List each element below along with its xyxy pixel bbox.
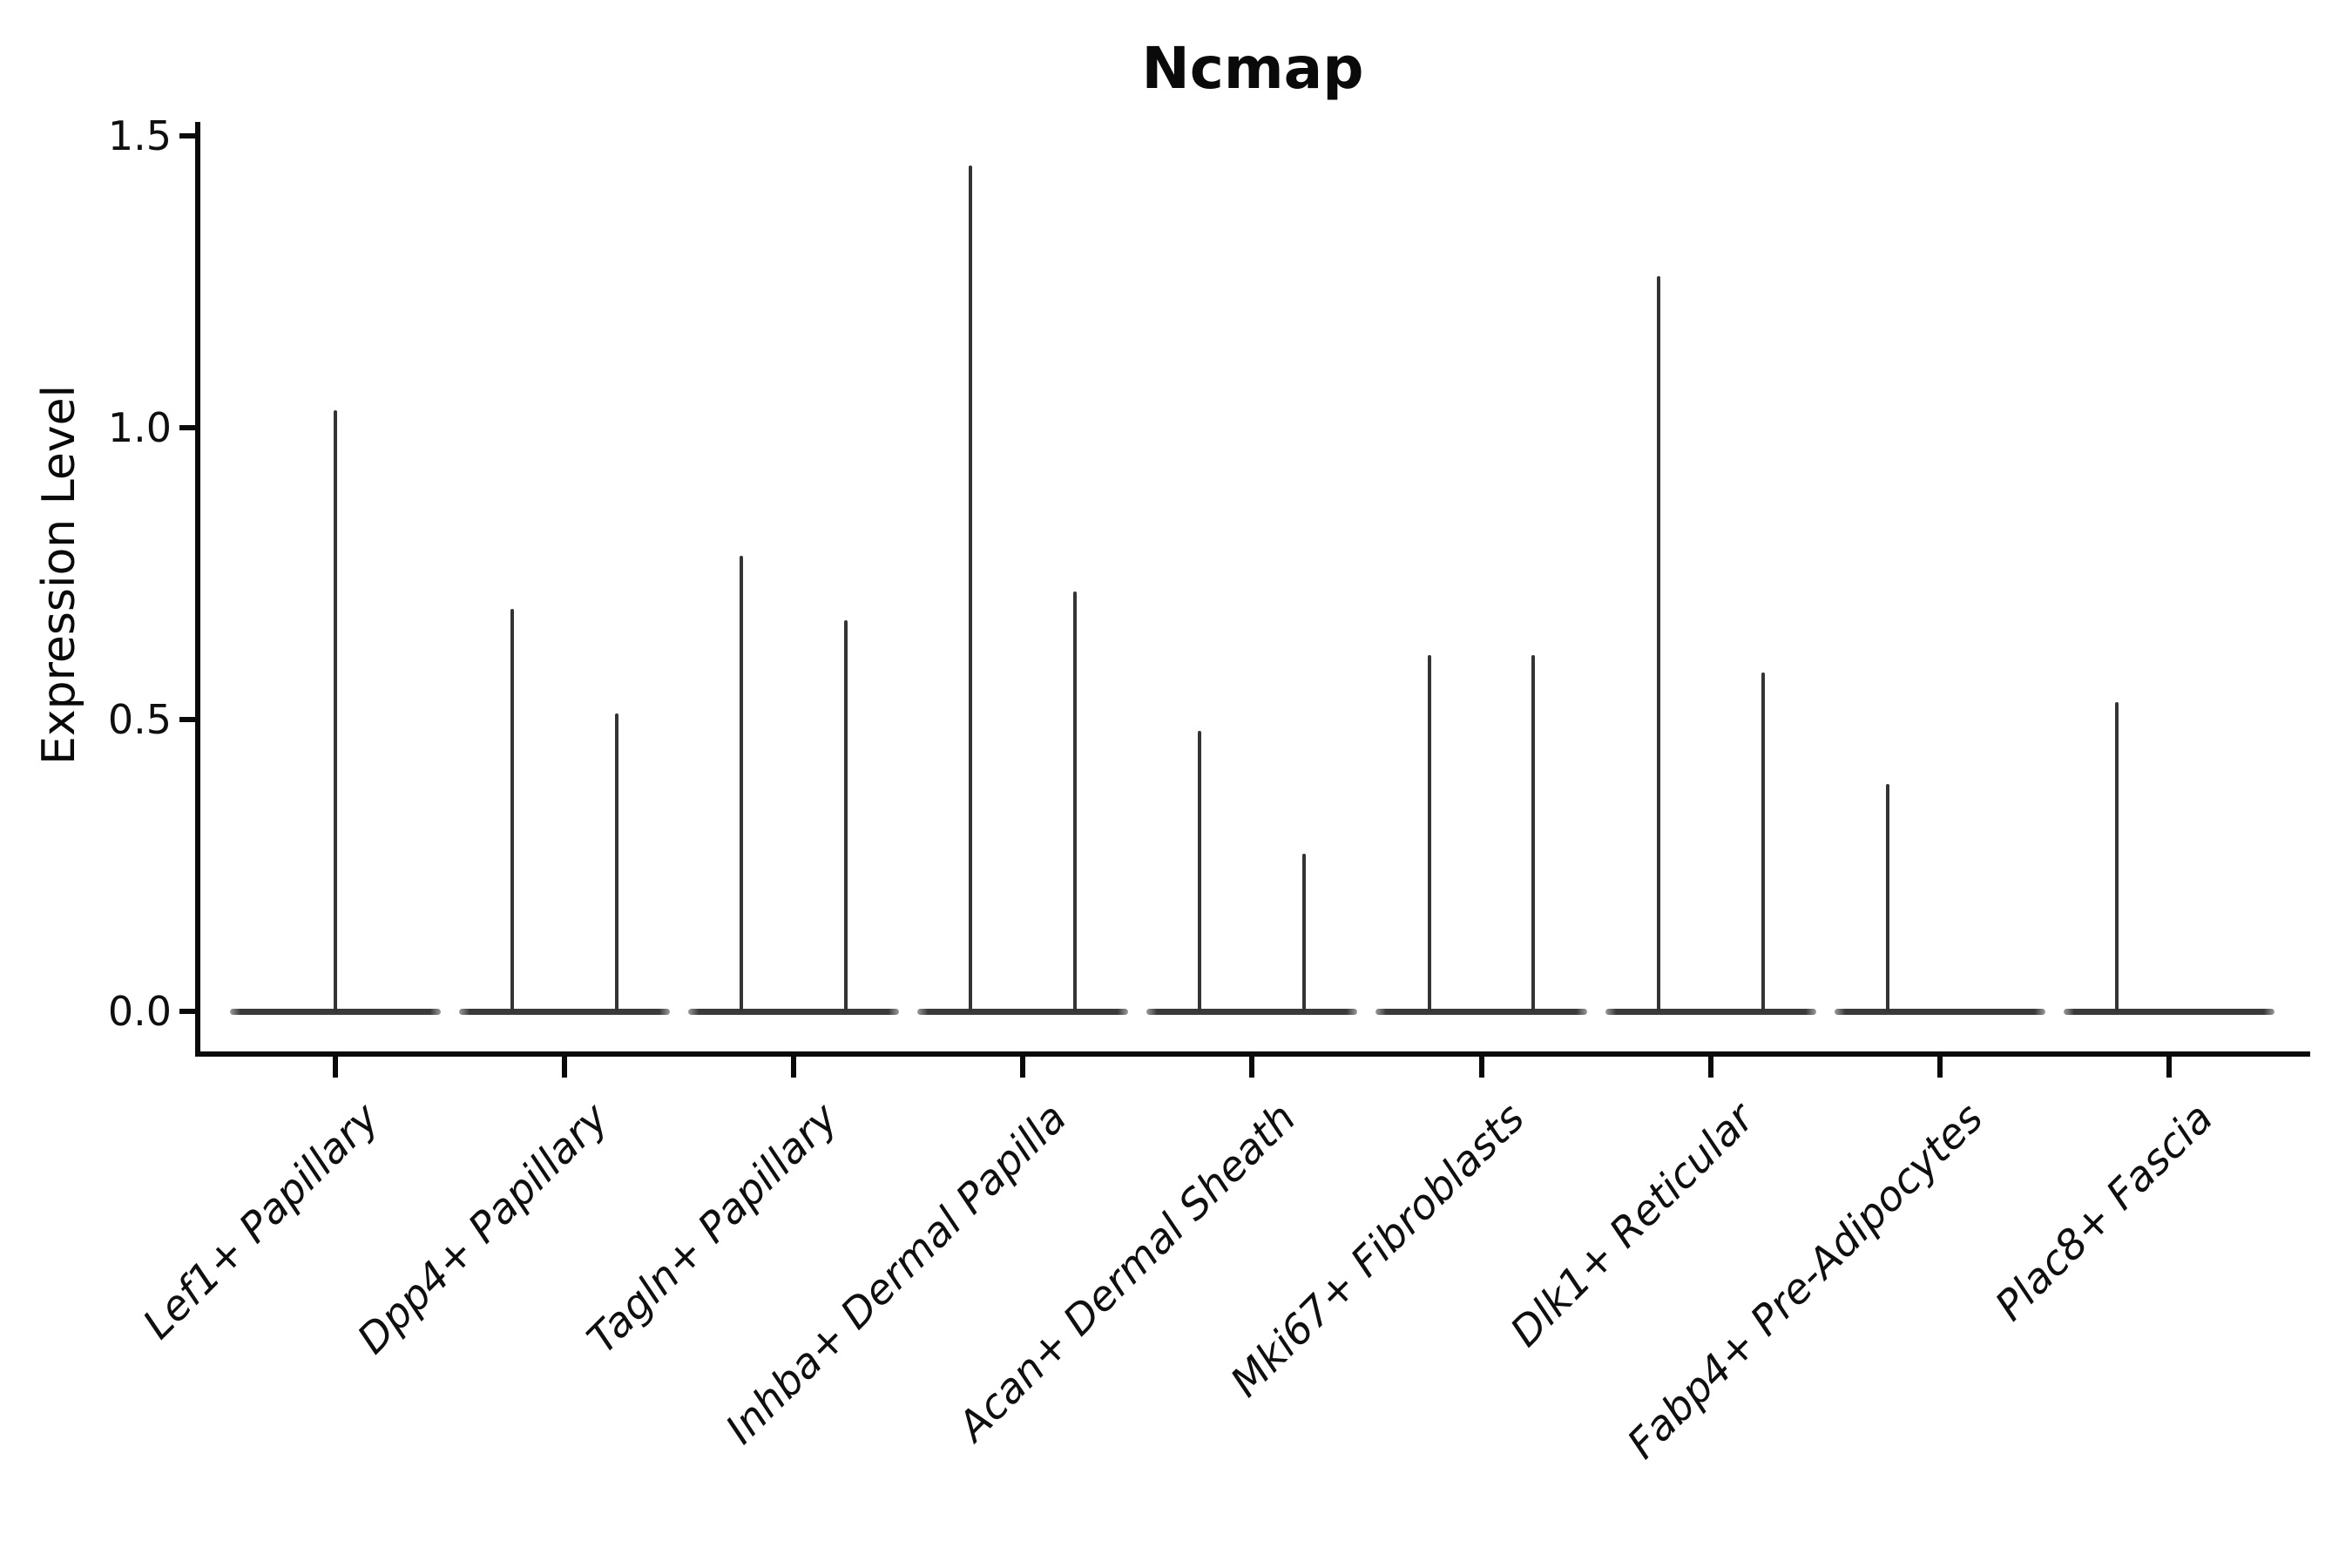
violin-spike bbox=[1761, 672, 1765, 1011]
violin-spike bbox=[1656, 275, 1660, 1011]
y-tick-label: 0.0 bbox=[107, 988, 172, 1035]
x-tick-label: Lef1+ Papillary bbox=[133, 1094, 389, 1349]
violin-base bbox=[229, 1009, 442, 1015]
violin-spike bbox=[1198, 731, 1202, 1011]
violin-base bbox=[1834, 1009, 2045, 1015]
violin-base bbox=[1605, 1009, 1816, 1015]
y-tick bbox=[179, 133, 196, 139]
violin-spike bbox=[510, 608, 515, 1011]
violin-spike bbox=[844, 620, 848, 1011]
x-tick bbox=[333, 1057, 338, 1078]
violin-spike bbox=[1427, 655, 1431, 1011]
y-axis-spine bbox=[195, 122, 200, 1056]
violin-base bbox=[1146, 1009, 1358, 1015]
x-tick bbox=[562, 1057, 568, 1078]
y-tick bbox=[179, 425, 196, 430]
violin-spike bbox=[969, 165, 973, 1011]
x-tick bbox=[1020, 1057, 1026, 1078]
x-tick-label: Tagln+ Papillary bbox=[578, 1094, 848, 1363]
violin-base bbox=[917, 1009, 1129, 1015]
x-tick bbox=[1707, 1057, 1713, 1078]
y-tick-label: 1.5 bbox=[107, 112, 172, 159]
x-tick bbox=[1936, 1057, 1943, 1078]
violin-spike bbox=[740, 556, 744, 1011]
violin-spike bbox=[1531, 655, 1536, 1011]
violin-spike bbox=[1885, 783, 1889, 1011]
violin-spike bbox=[1302, 854, 1307, 1011]
y-tick bbox=[179, 717, 196, 722]
violin-base bbox=[688, 1009, 900, 1015]
chart-title: Ncmap bbox=[1141, 35, 1364, 102]
violin-spike bbox=[1073, 591, 1078, 1011]
violin-spike bbox=[2114, 701, 2119, 1011]
x-axis-spine bbox=[195, 1051, 2310, 1057]
violin-base bbox=[2063, 1009, 2274, 1015]
y-tick-label: 1.0 bbox=[107, 404, 172, 451]
violin-spike bbox=[334, 409, 337, 1011]
x-tick-label: Dlk1+ Reticular bbox=[1501, 1094, 1764, 1356]
x-tick bbox=[1249, 1057, 1255, 1078]
violin-base bbox=[459, 1009, 671, 1015]
y-tick-label: 0.5 bbox=[107, 696, 172, 743]
x-tick bbox=[2166, 1057, 2172, 1078]
x-tick-label: Plac8+ Fascia bbox=[1985, 1094, 2222, 1331]
x-tick-label: Dpp4+ Papillary bbox=[348, 1094, 618, 1364]
y-tick bbox=[179, 1009, 196, 1014]
x-tick bbox=[1478, 1057, 1484, 1078]
violin-base bbox=[1375, 1009, 1587, 1015]
x-tick bbox=[791, 1057, 797, 1078]
violin-spike bbox=[615, 713, 619, 1011]
